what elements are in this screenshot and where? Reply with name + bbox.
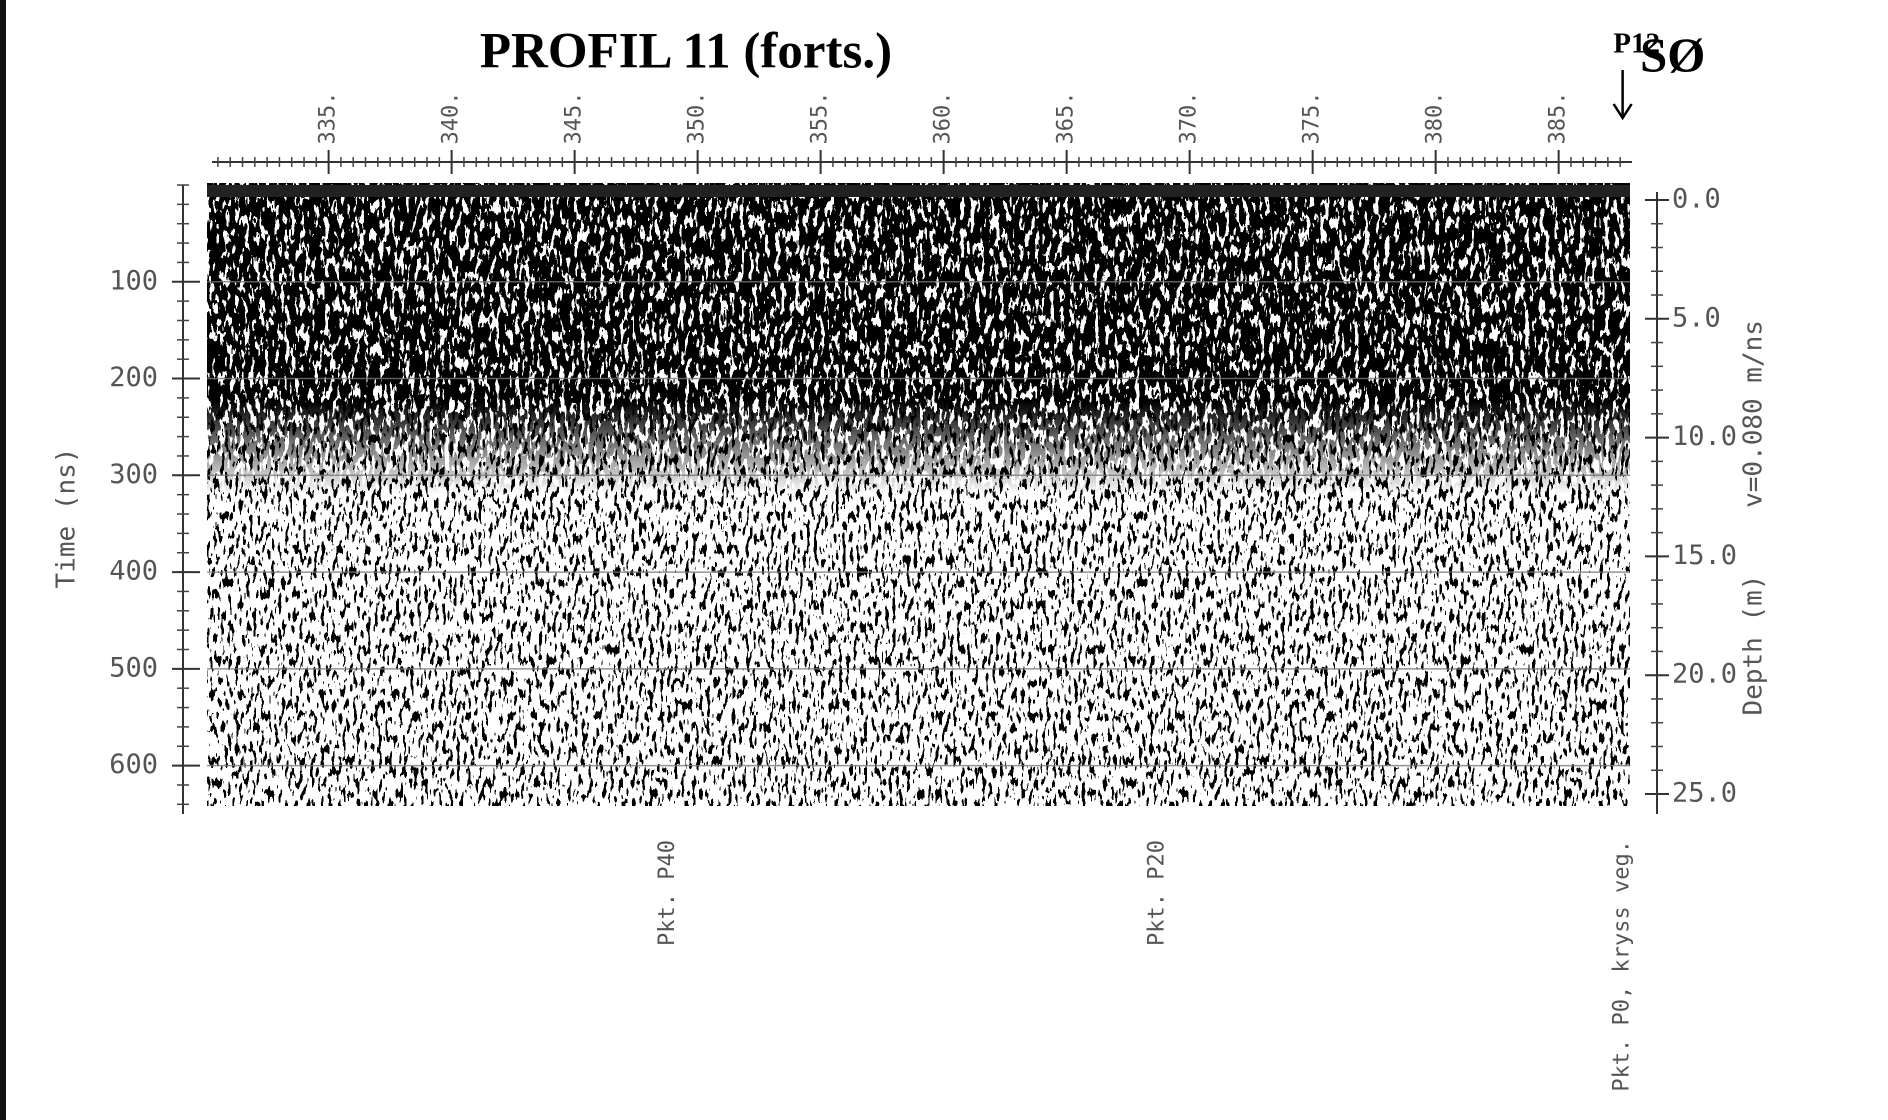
x-tick-label: 335. [316,92,341,145]
radargram-texture-upper [207,183,1630,806]
scan-border [0,0,6,1120]
y-tick-label: 500 [109,652,158,683]
marker-arrowhead [1612,103,1633,121]
y-tick-label: 600 [109,749,158,780]
velocity-label: v=0.080 m/ns [1739,320,1769,508]
y2-tick-label: 10.0 [1672,421,1737,452]
x-tick-label: 365. [1054,92,1079,145]
chart-title: PROFIL 11 (forts.) [480,24,892,80]
y2-tick-label: 5.0 [1672,302,1721,333]
y-tick-label: 400 [109,556,158,587]
y-tick-label: 200 [109,362,158,393]
point-annotation: Pkt. P40 [655,840,680,946]
x-tick-label: 345. [562,92,587,145]
point-annotation: Pkt. P20 [1145,840,1170,946]
marker-label: P12 [1613,28,1660,60]
x-tick-label: 380. [1423,92,1448,145]
y-tick-label: 300 [109,459,158,490]
x-tick-label: 350. [685,92,710,145]
x-tick-label: 360. [931,92,956,145]
y2-tick-label: 20.0 [1672,659,1737,690]
x-tick-label: 385. [1546,92,1571,145]
point-annotation: Pkt. P0, kryss veg. [1610,840,1635,1092]
x-tick-label: 370. [1177,92,1202,145]
y2-axis-label: Depth (m) [1739,575,1769,716]
y-tick-label: 100 [109,265,158,296]
y-axis-label: Time (ns) [52,448,82,589]
x-tick-label: 340. [439,92,464,145]
y2-tick-label: 25.0 [1672,778,1737,809]
direction-label: SØ [1640,27,1705,82]
x-tick-label: 375. [1300,92,1325,145]
top-band [207,185,1630,197]
x-tick-label: 355. [808,92,833,145]
y2-tick-label: 15.0 [1672,540,1737,571]
y2-tick-label: 0.0 [1672,184,1721,215]
